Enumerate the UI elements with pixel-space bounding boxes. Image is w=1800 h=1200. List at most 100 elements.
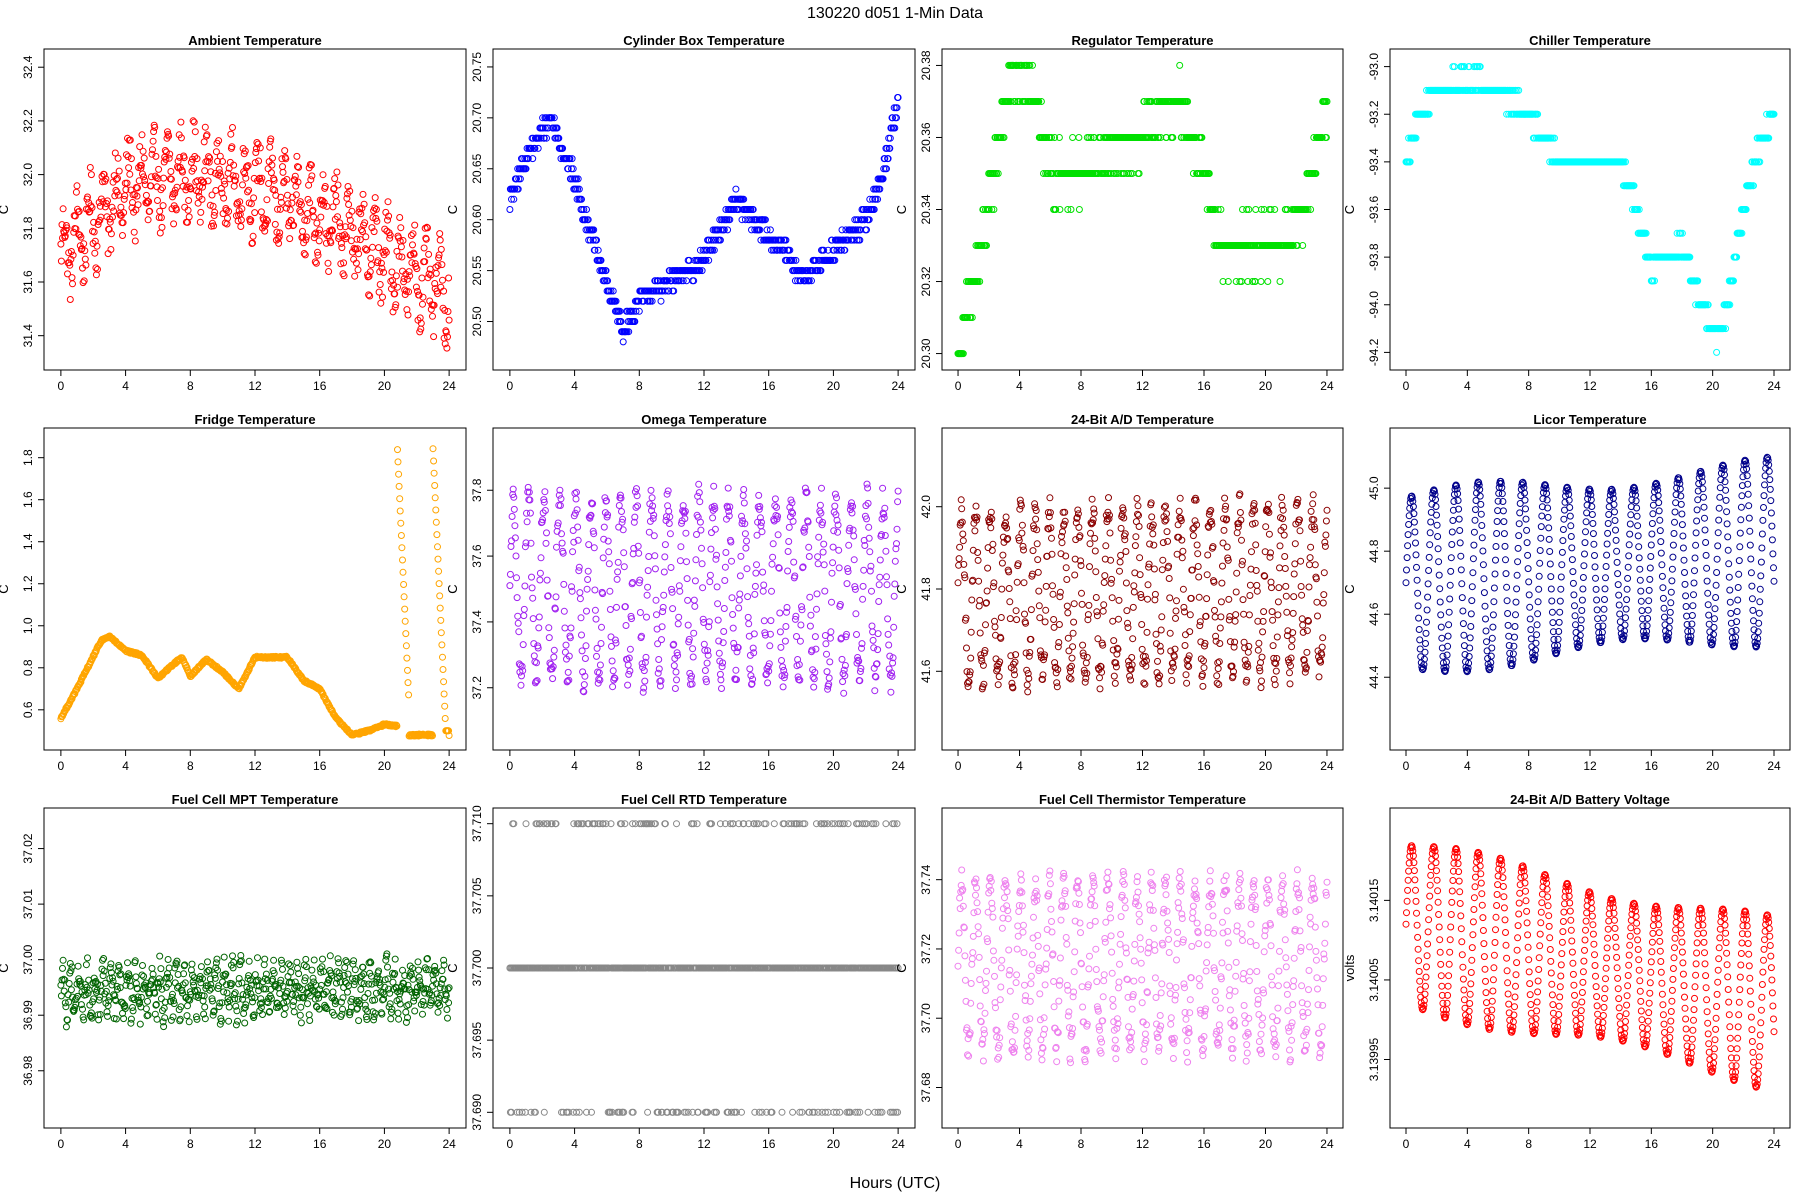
data-point (435, 254, 443, 262)
data-point (650, 532, 658, 540)
data-point (377, 259, 385, 267)
data-point (422, 235, 430, 243)
data-point (257, 178, 265, 185)
data-point (654, 669, 662, 677)
data-point (297, 208, 305, 216)
data-point (126, 170, 134, 178)
x-tick-label: 24 (442, 759, 456, 773)
data-point (1096, 685, 1104, 693)
data-point (535, 613, 543, 621)
data-point (1107, 170, 1115, 177)
x-tick-label: 16 (1645, 379, 1659, 393)
data-point (1211, 613, 1219, 621)
data-point (130, 208, 138, 216)
y-tick-label: 20.32 (919, 266, 933, 296)
data-point (1049, 582, 1056, 590)
data-point (883, 165, 890, 173)
data-point (402, 642, 410, 650)
data-point (399, 237, 407, 244)
data-point (690, 277, 698, 285)
data-point (758, 528, 766, 536)
data-point (792, 256, 800, 264)
data-point (1090, 509, 1098, 517)
data-point (334, 213, 341, 221)
data-point (119, 219, 127, 227)
data-point (555, 134, 563, 142)
data-point (406, 272, 414, 280)
data-point (345, 201, 353, 208)
data-point (806, 593, 814, 601)
data-point (594, 246, 602, 254)
data-point (529, 615, 537, 623)
data-point (358, 204, 366, 212)
data-point (999, 551, 1007, 559)
data-point (1055, 134, 1063, 141)
data-point (81, 247, 89, 255)
data-point (290, 221, 298, 229)
data-point (708, 236, 715, 244)
data-point (1217, 613, 1225, 621)
data-point (573, 506, 581, 514)
data-point (751, 590, 759, 598)
data-point (384, 198, 392, 206)
data-point (127, 155, 135, 163)
data-point (691, 602, 699, 610)
data-point (197, 208, 205, 216)
data-point (1042, 606, 1050, 614)
data-point (819, 548, 827, 556)
data-point (1196, 618, 1204, 626)
data-point (599, 554, 607, 562)
data-point (543, 134, 550, 142)
data-point (990, 206, 998, 213)
data-point (1155, 134, 1163, 141)
data-point (813, 590, 821, 598)
data-point (712, 236, 720, 244)
data-point (432, 506, 440, 514)
data-point (845, 541, 853, 549)
data-point (390, 281, 398, 289)
data-point (1024, 688, 1032, 696)
data-point (1163, 528, 1171, 536)
x-tick-label: 16 (762, 379, 776, 393)
data-point (382, 248, 390, 256)
data-point (435, 567, 443, 575)
data-point (361, 245, 369, 253)
data-point (1239, 557, 1246, 565)
x-tick-label: 12 (1583, 379, 1597, 393)
data-point (622, 622, 630, 629)
data-point (107, 230, 115, 238)
data-point (141, 177, 149, 184)
data-point (991, 617, 998, 625)
data-point (189, 117, 197, 125)
data-point (743, 565, 751, 573)
data-point (689, 645, 697, 653)
data-point (614, 568, 622, 576)
data-point (1082, 659, 1090, 667)
data-point (593, 652, 600, 660)
data-point (820, 561, 828, 569)
data-point (268, 161, 276, 169)
data-point (247, 216, 255, 224)
data-point (893, 114, 900, 122)
data-point (1264, 278, 1272, 285)
data-point (444, 308, 452, 315)
data-point (573, 488, 580, 496)
data-point (436, 230, 444, 238)
data-point (231, 176, 239, 184)
data-point (395, 470, 403, 478)
y-tick-label: -93.4 (1367, 148, 1381, 176)
data-point (865, 534, 873, 542)
data-point (521, 582, 529, 590)
data-point (759, 568, 767, 576)
data-point (343, 194, 351, 202)
data-point (415, 291, 423, 299)
data-point (400, 581, 408, 588)
data-point (130, 228, 138, 236)
data-point (522, 165, 530, 173)
data-point (865, 523, 873, 531)
data-point (1252, 206, 1260, 213)
data-point (310, 213, 318, 221)
data-point (136, 143, 144, 151)
data-point (1233, 529, 1241, 537)
data-point (567, 624, 575, 632)
